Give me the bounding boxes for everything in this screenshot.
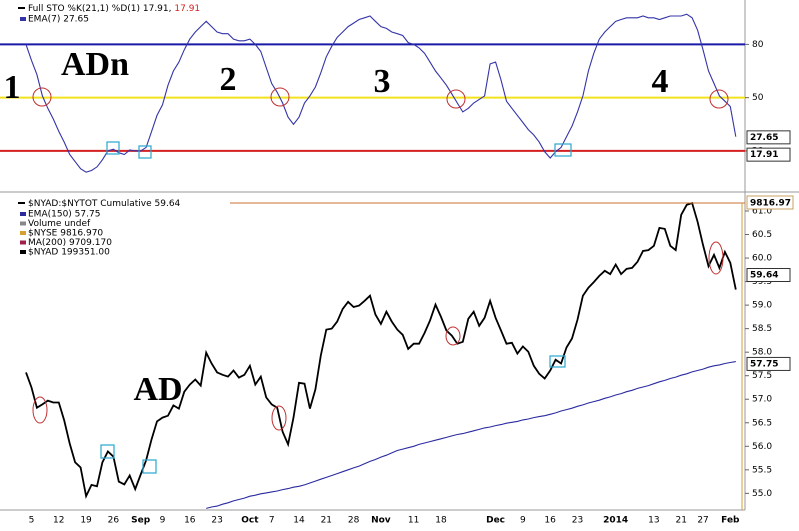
- legend-entry: MA(200) 9709.170: [28, 238, 112, 248]
- x-tick-label: 12: [53, 516, 64, 526]
- y-tick-label: 50: [752, 93, 764, 103]
- legend-swatch: [20, 17, 26, 21]
- y-tick-label: 60.0: [752, 254, 772, 264]
- x-tick-label: 14: [293, 516, 305, 526]
- price-label: 59.64: [750, 271, 778, 281]
- x-tick-label: 19: [80, 516, 92, 526]
- box-annotations: [100, 141, 572, 474]
- y-tick-label: 60.5: [752, 230, 772, 240]
- panel-title: $NYAD:$NYTOT Cumulative 59.64: [28, 199, 181, 209]
- panel-title: Full STO %K(21,1) %D(1) 17.91, 17.91: [28, 4, 200, 14]
- annotation: AD: [133, 371, 182, 408]
- x-tick-label: 21: [675, 516, 686, 526]
- annotation: 1: [4, 69, 21, 106]
- price-label: 17.91: [750, 150, 778, 160]
- x-tick-label: 23: [572, 516, 583, 526]
- x-tick-label: 16: [184, 516, 196, 526]
- y-tick-label: 58.5: [752, 324, 772, 334]
- marks: [0, 13, 745, 510]
- legend-entry: Volume undef: [28, 219, 91, 229]
- price-label-box: [746, 147, 791, 162]
- x-tick-label: 23: [211, 516, 222, 526]
- x-tick-label: Dec: [486, 516, 505, 526]
- legend-swatch: [20, 221, 26, 226]
- y-tick-label: 56.5: [752, 418, 772, 428]
- x-tick-label: 7: [269, 516, 275, 526]
- annotation: 2: [220, 61, 237, 98]
- price-label-box: [746, 356, 791, 371]
- x-tick-label: 16: [544, 516, 556, 526]
- x-tick-label: 11: [408, 516, 419, 526]
- y-tick-label: 57.5: [752, 371, 772, 381]
- y-tick-label: 59.5: [752, 277, 772, 287]
- x-tick-label: 2014: [603, 516, 628, 526]
- x-tick-label: 26: [108, 516, 120, 526]
- title-text: Full STO %K(21,1) %D(1) 17.91,: [28, 4, 172, 14]
- price-label-box: [746, 195, 794, 210]
- legend-swatch: [20, 212, 26, 216]
- circle-annotations: [32, 87, 729, 431]
- price-label-box: [746, 268, 791, 282]
- legend-swatch: [20, 240, 26, 245]
- legend-entry: $NYSE 9816.970: [28, 229, 103, 239]
- x-tick-label: 21: [321, 516, 332, 526]
- y-tick-label: 57.0: [752, 395, 772, 405]
- x-tick-label: Sep: [131, 516, 151, 526]
- price-label: 57.75: [750, 359, 778, 369]
- title-text: $NYAD:$NYTOT Cumulative 59.64: [28, 199, 181, 209]
- x-tick-label: Feb: [721, 516, 740, 526]
- x-tick-label: 5: [29, 516, 35, 526]
- legend-entry: $NYAD 199351.00: [28, 248, 110, 258]
- annotation: 4: [652, 63, 669, 100]
- y-tick-label: 56.0: [752, 442, 772, 452]
- x-tick-label: 9: [160, 516, 166, 526]
- legend-entry: EMA(150) 57.75: [28, 210, 100, 220]
- legend-swatch: [20, 250, 26, 254]
- y-tick-label: 55.0: [752, 489, 772, 499]
- x-tick-label: Oct: [241, 516, 259, 526]
- annotation: ADn: [61, 46, 129, 83]
- y-tick-label: 61.0: [752, 207, 772, 217]
- price-label: 9816.97: [750, 199, 791, 209]
- x-tick-label: Nov: [371, 516, 391, 526]
- x-tick-label: 27: [697, 516, 708, 526]
- y-tick-label: 59.0: [752, 301, 772, 311]
- price-label-box: [746, 130, 791, 145]
- y-tick-label: 55.5: [752, 465, 772, 475]
- data-line: [206, 361, 736, 509]
- price-label: 27.65: [750, 133, 778, 143]
- data-line: [25, 201, 737, 500]
- legend-swatch: [20, 231, 26, 235]
- title-value: 17.91: [174, 4, 200, 14]
- y-tick-label: 80: [752, 40, 764, 50]
- x-tick-label: 9: [520, 516, 526, 526]
- x-tick-label: 28: [348, 516, 360, 526]
- x-tick-label: 13: [648, 516, 659, 526]
- y-tick-label: 58.0: [752, 348, 772, 358]
- data-line: [25, 13, 737, 173]
- legend-entry: EMA(7) 27.65: [28, 15, 89, 25]
- x-tick-label: 18: [435, 516, 447, 526]
- annotation: 3: [374, 63, 391, 100]
